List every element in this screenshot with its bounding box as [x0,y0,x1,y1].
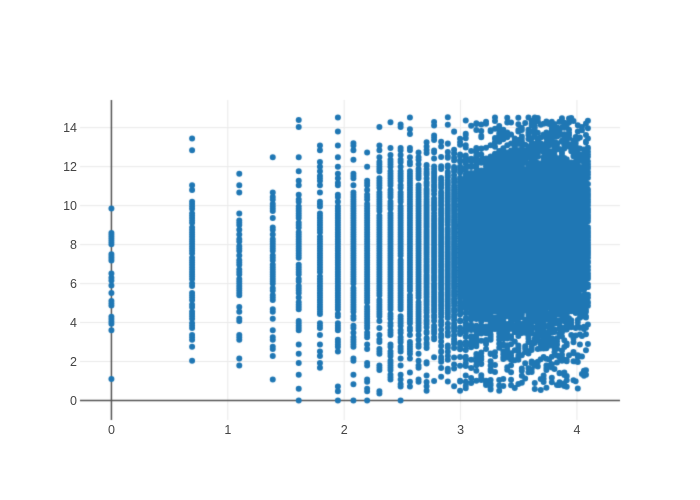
plot-canvas[interactable] [0,0,700,500]
scatter-figure: 0 1 2 3 4 0 2 4 6 8 10 12 14 [0,0,700,500]
